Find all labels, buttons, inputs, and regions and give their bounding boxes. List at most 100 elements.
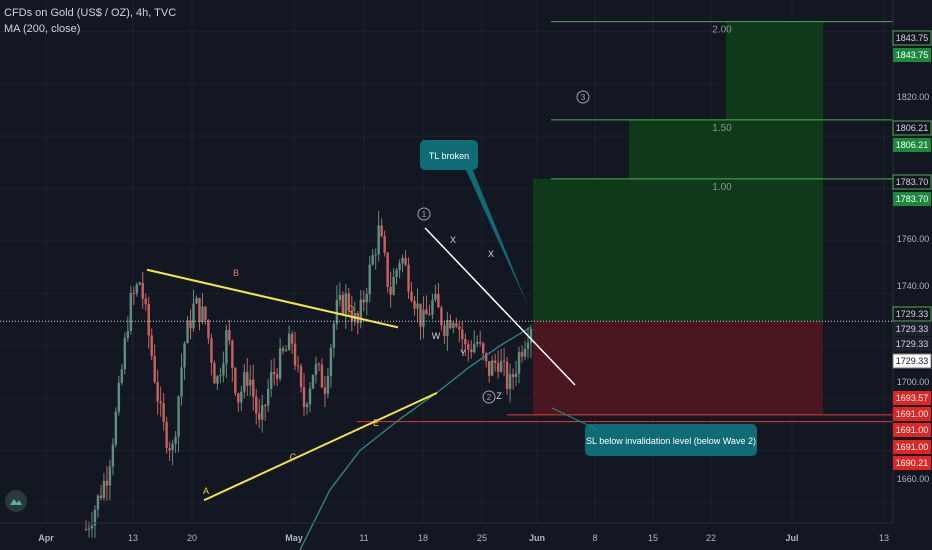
candle-body: [87, 528, 91, 530]
candle-body: [377, 225, 380, 255]
candle-body: [147, 303, 150, 336]
candle-body: [305, 404, 309, 408]
candle-body: [120, 369, 124, 383]
candle-body: [508, 374, 512, 389]
candle-body: [255, 396, 258, 414]
candle-body: [90, 525, 94, 529]
candle-body: [455, 323, 458, 327]
candle-body: [416, 303, 419, 309]
candle-body: [520, 352, 524, 357]
candle-body: [261, 405, 264, 420]
price-label-text: 1691.00: [896, 409, 929, 419]
candle-body: [431, 299, 434, 315]
candle-body: [99, 495, 103, 498]
price-label-box: [893, 322, 931, 336]
candle-body: [105, 480, 109, 486]
price-label-box: [893, 391, 931, 405]
candle-body: [493, 360, 497, 363]
price-tick-label: 1760.00: [897, 234, 930, 244]
candle-body: [347, 293, 351, 311]
time-tick-label: 13: [879, 533, 889, 543]
candle-body: [383, 236, 386, 253]
callout-pointer: [466, 168, 528, 306]
time-tick-label: 20: [187, 533, 197, 543]
candle-body: [129, 293, 132, 331]
candle-body: [108, 466, 112, 486]
price-label-text: 1729.33: [896, 356, 929, 366]
candle-body: [150, 335, 153, 357]
wave-label: X: [450, 235, 456, 245]
wave-label: X: [488, 249, 494, 259]
price-label-box: [892, 120, 932, 136]
candle-body: [485, 353, 488, 362]
candle-body: [138, 282, 141, 285]
candle-body: [219, 375, 222, 377]
ma-line: [299, 326, 531, 550]
candle-body: [186, 320, 189, 344]
candle-body: [329, 347, 333, 377]
time-tick-label: 25: [477, 533, 487, 543]
callout-text: TL broken: [429, 151, 469, 161]
profit-zone-2-0: [726, 21, 823, 120]
candle-body: [526, 343, 530, 349]
candle-body: [380, 225, 383, 237]
candle-body: [482, 343, 485, 354]
candle-body: [446, 320, 449, 337]
candle-body: [335, 300, 339, 324]
time-tick-label: Jun: [529, 533, 545, 543]
candle-body: [240, 391, 243, 403]
price-label-box: [893, 440, 931, 454]
fib-level-label: 1.50: [712, 123, 732, 134]
candle-body: [165, 421, 168, 448]
candle-body: [84, 529, 88, 531]
candle-body: [162, 403, 165, 422]
price-tick-label: 1660.00: [897, 474, 930, 484]
candle-body: [225, 329, 228, 364]
candle-body: [269, 371, 273, 390]
symbol-title: CFDs on Gold (US$ / OZ), 4h, TVC: [4, 7, 177, 19]
candle-body: [371, 255, 374, 265]
candle-body: [96, 495, 100, 510]
candle-body: [228, 329, 231, 341]
candle-body: [323, 387, 327, 394]
price-label-box: [893, 407, 931, 421]
price-label-box: [892, 174, 932, 190]
time-tick-label: Apr: [38, 533, 54, 543]
price-label-text: 1843.75: [896, 33, 929, 43]
candle-body: [132, 293, 135, 295]
candle-body: [514, 373, 518, 378]
candle-body: [392, 276, 395, 295]
wave-label: D: [348, 304, 355, 314]
candle-body: [117, 382, 121, 412]
price-label-box: [892, 30, 932, 46]
chart-annotations: 2.00 1.50 1.00 B D A C E X W Y X Z 1 2 3 TL broken SL bel…: [203, 25, 757, 496]
callout-box: [420, 140, 478, 170]
candle-body: [368, 264, 371, 295]
candle-body: [407, 264, 410, 292]
candle-body: [398, 263, 401, 271]
candle-body: [266, 389, 270, 406]
candle-body: [231, 340, 234, 368]
candle-body: [296, 365, 300, 367]
lower-trendline: [203, 391, 438, 502]
candle-body: [278, 348, 282, 379]
candle-body: [252, 379, 255, 397]
candle-body: [281, 348, 285, 352]
candle-body: [496, 362, 500, 372]
candle-body: [135, 284, 138, 294]
price-label-text: 1690.21: [896, 458, 929, 468]
price-label-text: 1691.00: [896, 425, 929, 435]
candle-body: [434, 294, 437, 300]
candle-body: [246, 372, 249, 386]
candle-body: [359, 299, 362, 324]
time-tick-label: May: [285, 533, 303, 543]
candle-body: [529, 328, 533, 344]
candle-body: [404, 257, 407, 265]
candle-body: [192, 303, 195, 329]
candle-body: [490, 360, 494, 376]
candle-body: [332, 323, 336, 348]
candle-body: [517, 352, 521, 374]
candle-body: [153, 356, 156, 382]
candle-body: [234, 367, 237, 394]
